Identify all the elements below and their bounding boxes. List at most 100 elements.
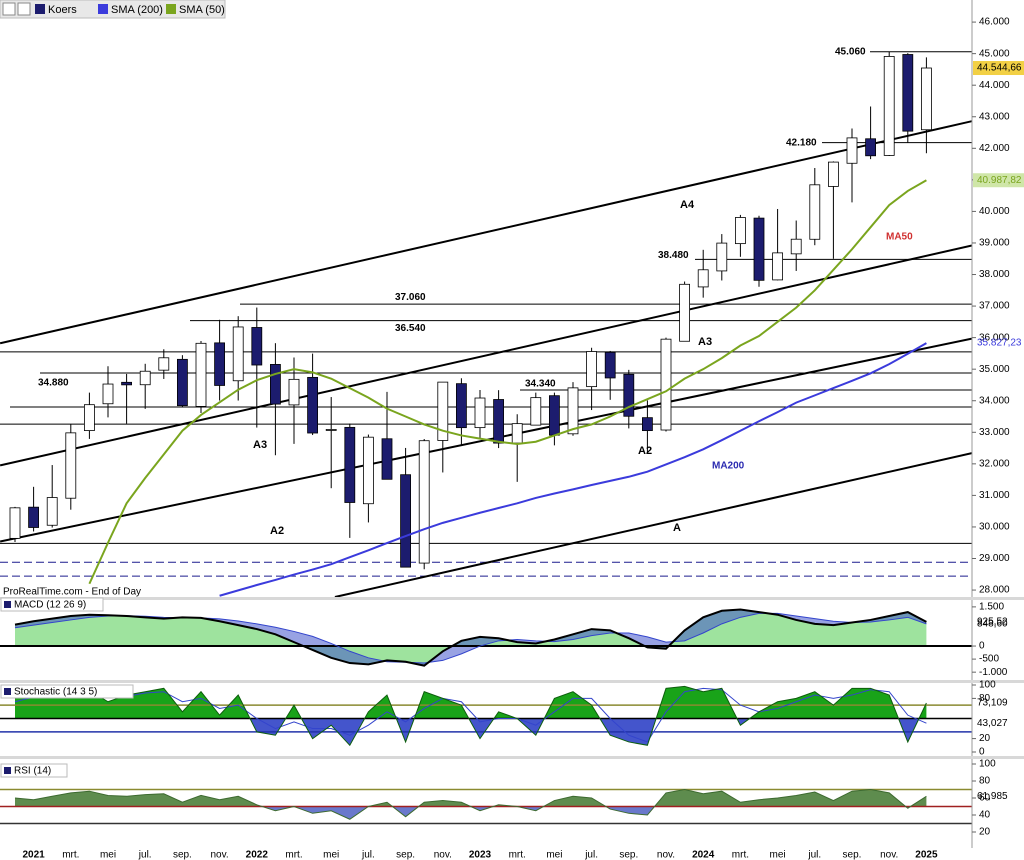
level-label: 42.180 <box>786 137 817 148</box>
trendline <box>334 452 972 598</box>
candle-body <box>604 351 616 379</box>
candle-body <box>46 497 58 526</box>
x-tick-label: nov. <box>880 850 898 860</box>
candle-body <box>344 426 356 503</box>
k-line <box>14 685 927 747</box>
candle-body <box>232 326 244 382</box>
value-label-bg <box>973 61 1024 76</box>
x-tick-label: sep. <box>619 850 638 860</box>
candle-body <box>586 351 597 388</box>
panel-title-box <box>0 684 134 699</box>
y-tick-label: -500 <box>979 654 999 665</box>
candle-body <box>846 137 858 164</box>
panel-separator <box>0 680 1024 683</box>
candle-body <box>214 342 226 386</box>
legend-label: Koers <box>48 4 77 16</box>
panel-separator <box>0 756 1024 759</box>
x-tick-label: jul. <box>584 850 598 860</box>
x-tick-label: mei <box>100 850 116 860</box>
candle-body <box>790 238 802 255</box>
legend-swatch <box>166 4 176 14</box>
legend-swatch <box>98 4 108 14</box>
y-tick-label: 1.500 <box>979 602 1004 613</box>
candle-body <box>716 242 728 272</box>
x-tick-label: nov. <box>434 850 452 860</box>
panel-title-box <box>0 597 104 612</box>
y-tick-label: -1.000 <box>979 667 1008 678</box>
candle-body <box>660 338 672 431</box>
candle-body <box>809 184 821 240</box>
trendline-label: A4 <box>680 199 695 211</box>
series-annotation: MA50 <box>886 232 913 243</box>
panel-title-box <box>0 763 68 778</box>
candle-body <box>251 327 263 366</box>
y-tick-label: 100 <box>979 680 996 691</box>
candle-body <box>84 404 95 431</box>
value-label: 35.827,23 <box>977 338 1022 349</box>
level-label: 37.060 <box>395 292 426 303</box>
legend-swatch <box>35 4 45 14</box>
y-tick-label: 40.000 <box>979 206 1010 217</box>
y-tick-label: 0 <box>979 641 985 652</box>
y-tick-label: 0 <box>979 747 985 758</box>
candle-body <box>195 342 207 407</box>
candle-body <box>455 383 467 429</box>
value-label-bg <box>973 173 1024 188</box>
level-label: 38.480 <box>658 250 689 261</box>
candle-body <box>121 381 132 386</box>
y-tick-label: 80 <box>979 693 991 704</box>
candle-body <box>28 506 40 528</box>
y-tick-label: 37.000 <box>979 301 1010 312</box>
sma-line <box>219 342 927 597</box>
panel-title: RSI (14) <box>14 766 51 777</box>
candle-body <box>437 381 449 441</box>
candle-body <box>288 378 300 406</box>
candle-body <box>176 358 188 407</box>
y-tick-label: 39.000 <box>979 238 1010 249</box>
candle-body <box>307 376 319 434</box>
x-tick-label: mrt. <box>62 850 79 860</box>
area-above <box>15 686 927 719</box>
candle-body <box>158 357 170 371</box>
trendline <box>0 244 972 467</box>
x-tick-label: mei <box>770 850 786 860</box>
trendline-label: A <box>673 522 681 534</box>
panel-title-icon <box>4 767 11 774</box>
y-tick-label: 40 <box>979 810 991 821</box>
candle-body <box>883 56 895 156</box>
x-tick-label: mei <box>323 850 339 860</box>
candle-body <box>102 383 114 405</box>
trendline-label: A3 <box>698 336 712 348</box>
panel-separator <box>0 597 1024 600</box>
button[interactable] <box>2 2 16 16</box>
y-tick-label: 46.000 <box>979 17 1010 28</box>
value-label: 44.544,66 <box>977 63 1022 74</box>
value-label: 925,52 <box>977 617 1008 628</box>
trendline-label: A2 <box>270 525 284 537</box>
button[interactable] <box>17 2 31 16</box>
y-tick-label: 44.000 <box>979 80 1010 91</box>
y-tick-label: 29.000 <box>979 553 1010 564</box>
sma-line <box>88 179 927 585</box>
x-tick-label: 2025 <box>915 850 938 860</box>
x-tick-label: mei <box>546 850 562 860</box>
y-tick-label: 32.000 <box>979 458 1010 469</box>
candle-body <box>753 217 765 281</box>
candle-body <box>9 507 21 539</box>
value-label: 40.987,82 <box>977 175 1022 186</box>
plot-area: 45.060 42.180 38.480 37.060 36.540 34.880 34.3… <box>0 46 972 825</box>
y-tick-label: 80 <box>979 776 991 787</box>
y-tick-label: 20 <box>979 827 991 838</box>
candle-body <box>381 438 393 480</box>
candle-body <box>530 397 542 426</box>
value-label: 73,109 <box>977 698 1008 709</box>
x-tick-label: nov. <box>657 850 675 860</box>
axis-strip <box>972 0 1024 860</box>
panel-title-icon <box>4 601 11 608</box>
panel-title: MACD (12 26 9) <box>14 600 86 611</box>
level-label: 45.060 <box>835 46 866 57</box>
y-tick-label: 38.000 <box>979 269 1010 280</box>
candle-body <box>325 429 337 431</box>
